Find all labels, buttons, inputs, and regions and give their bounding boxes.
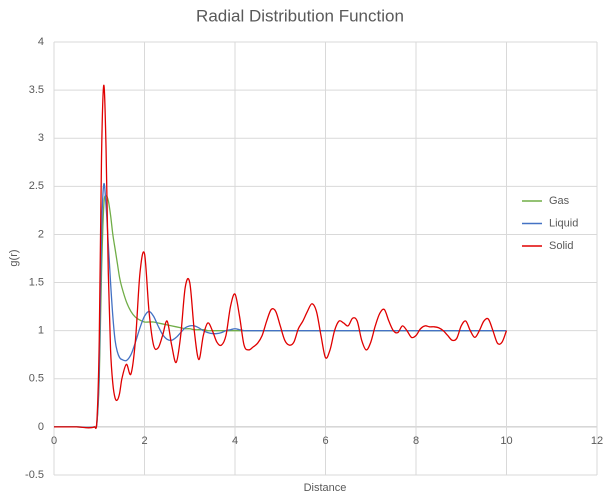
y-tick-label: 1: [38, 325, 44, 337]
y-tick-label: 0: [38, 421, 44, 433]
legend-label: Solid: [549, 240, 573, 252]
legend-label: Gas: [549, 195, 570, 207]
x-tick-label: 12: [591, 435, 603, 447]
series-line: [54, 84, 508, 429]
y-tick-label: 4: [38, 36, 44, 48]
x-tick-label: 10: [500, 435, 512, 447]
x-tick-label: 4: [232, 435, 238, 447]
y-axis-title: g(r): [8, 249, 20, 266]
y-tick-label: 1.5: [29, 276, 44, 288]
y-tick-label: 3.5: [29, 84, 44, 96]
x-tick-label: 6: [322, 435, 328, 447]
y-tick-label: 0.5: [29, 373, 44, 385]
legend-label: Liquid: [549, 217, 578, 229]
y-tick-label: 2: [38, 228, 44, 240]
x-tick-label: 0: [51, 435, 57, 447]
x-tick-label: 8: [413, 435, 419, 447]
y-tick-label: 3: [38, 132, 44, 144]
y-tick-label: 2.5: [29, 180, 44, 192]
y-tick-label: -0.5: [25, 469, 44, 481]
x-tick-label: 2: [141, 435, 147, 447]
chart-title: Radial Distribution Function: [196, 6, 404, 25]
x-axis-title: Distance: [304, 482, 347, 494]
